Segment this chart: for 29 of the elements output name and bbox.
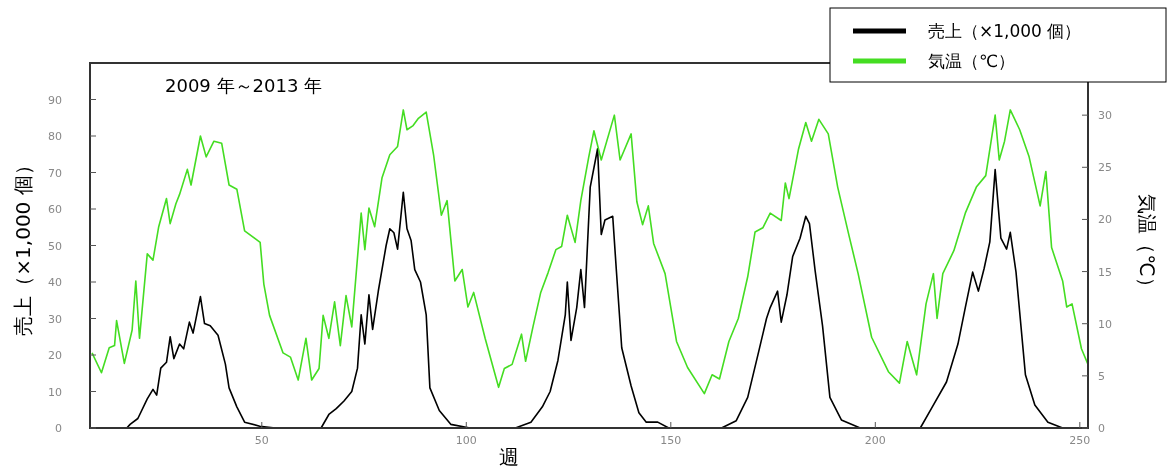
- y-tick-label: 10: [48, 385, 62, 399]
- y2-axis-title: 気温（℃）: [1135, 194, 1159, 297]
- y-axis-title: 売上（×1,000 個）: [11, 155, 35, 336]
- y2-tick-label: 5: [1098, 369, 1105, 383]
- y-tick-label: 80: [48, 130, 62, 143]
- line-series: [91, 109, 1089, 395]
- legend-label: 気温（℃）: [928, 51, 1016, 71]
- y-tick-label: 60: [48, 203, 62, 216]
- x-tick-label: 150: [660, 434, 682, 447]
- y-tick-label: 50: [48, 239, 62, 253]
- y-tick-label: 90: [48, 93, 62, 107]
- y2-tick-label: 25: [1098, 161, 1112, 175]
- y2-tick-label: 30: [1098, 109, 1112, 123]
- y2-tick-label: 15: [1098, 265, 1112, 279]
- y-tick-label: 30: [48, 312, 62, 326]
- y-tick-label: 0: [55, 422, 62, 435]
- y-tick-label: 40: [48, 276, 62, 289]
- x-tick-label: 100: [455, 434, 477, 447]
- y2-tick-label: 20: [1098, 213, 1112, 227]
- legend-label: 売上（×1,000 個）: [928, 21, 1082, 41]
- x-axis-title: 週: [499, 445, 519, 469]
- y-tick-label: 20: [48, 349, 62, 362]
- x-tick-label: 50: [254, 434, 269, 447]
- y2-tick-label: 10: [1098, 317, 1112, 331]
- annotation: 2009 年～2013 年: [165, 75, 323, 96]
- x-tick-label: 250: [1069, 434, 1091, 447]
- x-tick-label: 200: [864, 434, 886, 447]
- y-tick-label: 70: [48, 166, 62, 180]
- y2-tick-label: 0: [1098, 422, 1105, 435]
